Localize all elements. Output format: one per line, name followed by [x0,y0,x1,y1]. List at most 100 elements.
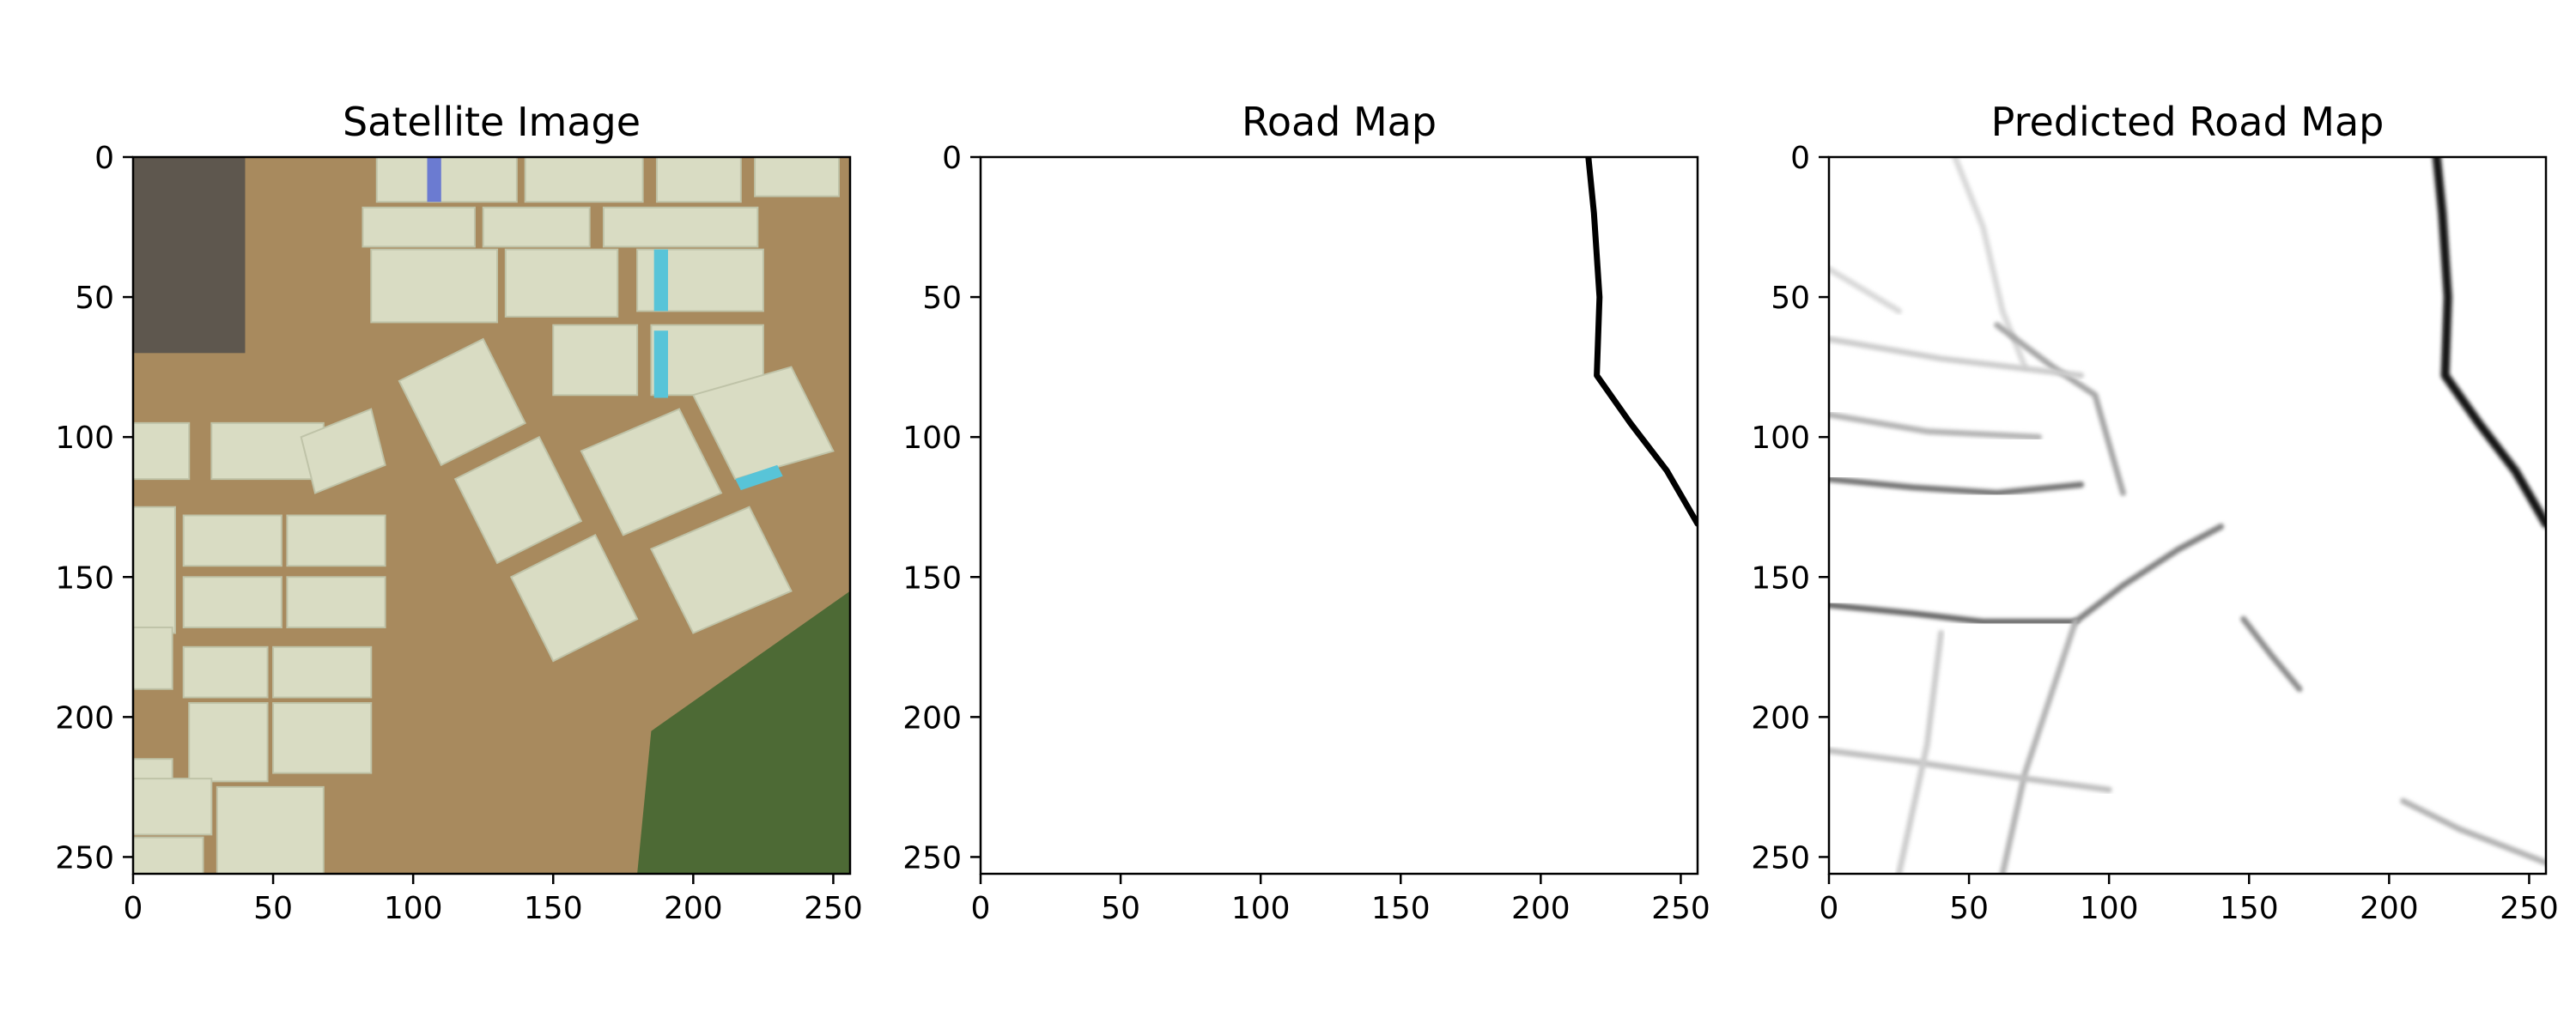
greenhouse [552,324,639,397]
greenhouse [182,514,283,567]
greenhouse [286,576,386,628]
x-tick-label: 100 [384,891,443,926]
cyan-roof [653,330,668,398]
y-tick-label: 200 [1751,700,1810,736]
blue-roof [427,157,441,203]
mask-background [1829,157,2546,874]
x-tick-label: 150 [524,891,583,926]
x-tick-label: 200 [2360,891,2419,926]
greenhouse [182,645,269,699]
vegetation-area [637,591,850,874]
y-tick-label: 0 [942,141,962,176]
greenhouse [133,506,176,634]
greenhouse [216,785,325,874]
panel-1: Satellite Image 0 50 100 150 200 250 0 50 100 150 2… [55,99,863,926]
greenhouse [398,337,526,467]
x-tick-label: 50 [1101,891,1140,926]
greenhouse [655,157,742,203]
road-line [2400,797,2546,866]
road-line [1829,476,2085,496]
x-tick-label: 100 [1231,891,1291,926]
panel-title: Predicted Road Map [1991,99,2385,145]
x-tick-label: 0 [1820,891,1839,926]
y-tick-label: 250 [55,840,114,876]
greenhouse [272,645,373,699]
road-line [1829,748,2112,793]
x-tick-label: 250 [2500,891,2559,926]
road-line [1585,157,1698,527]
y-tick-label: 200 [902,700,962,736]
greenhouse [133,836,204,874]
road-line [1829,266,1902,314]
x-tick-label: 250 [804,891,863,926]
y-tick-label: 100 [55,421,114,456]
greenhouse [361,206,476,248]
x-tick-label: 200 [1511,891,1571,926]
road-line [2432,157,2546,529]
y-tick-label: 0 [1790,141,1810,176]
road-line [2072,524,2225,625]
y-tick-label: 250 [1751,840,1810,876]
road-line [1896,630,1944,874]
greenhouse [453,435,583,565]
cyan-roof [735,464,783,491]
panel-title: Road Map [1242,99,1437,145]
y-tick-label: 150 [902,560,962,596]
greenhouse [602,206,759,248]
greenhouse [650,506,793,634]
x-tick-label: 100 [2080,891,2139,926]
y-tick-label: 50 [75,281,114,316]
greenhouse [182,576,283,628]
greenhouse [754,157,840,197]
y-tick-label: 250 [902,840,962,876]
cyan-roof [653,249,668,312]
greenhouse [691,366,835,481]
road-line [1829,411,2043,440]
greenhouse [272,702,373,774]
road-line [1829,602,2079,625]
y-tick-label: 200 [55,700,114,736]
greenhouse [133,421,191,481]
image-area [1829,157,2546,874]
road-line [1994,322,2126,496]
y-tick-label: 150 [55,560,114,596]
axes-frame [131,155,852,876]
greenhouse [188,702,269,783]
mask-background [981,157,1698,874]
greenhouse [300,408,386,494]
image-area [133,157,850,874]
x-tick-label: 150 [2220,891,2279,926]
greenhouse [504,248,619,318]
x-tick-label: 150 [1371,891,1431,926]
x-tick-label: 200 [664,891,723,926]
road-line [1829,336,2085,379]
y-tick-label: 0 [94,141,114,176]
panel-2: Road Map 0 50 100 150 200 250 0 50 100 150 200 250 [902,99,1710,926]
x-tick-label: 50 [253,891,293,926]
y-tick-label: 50 [1771,281,1810,316]
x-tick-label: 0 [971,891,991,926]
image-area [981,157,1698,874]
y-tick-label: 150 [1751,560,1810,596]
greenhouse [370,248,499,324]
panel-title: Satellite Image [343,99,641,145]
x-tick-label: 0 [124,891,143,926]
y-tick-label: 100 [1751,421,1810,456]
dark-roof-area [133,157,246,354]
axes-frame [1827,155,2548,876]
panel-3: Predicted Road Map 0 50 100 150 200 250 0 50 100 1… [1751,99,2559,926]
greenhouse [133,778,213,836]
y-tick-label: 100 [902,421,962,456]
y-tick-label: 50 [922,281,962,316]
road-line [2240,615,2303,693]
x-tick-label: 250 [1651,891,1710,926]
greenhouse [509,533,639,663]
road-line [1999,618,2079,874]
greenhouse [133,626,173,690]
greenhouse [580,408,723,536]
greenhouse [286,514,386,567]
axes-frame [979,155,1699,876]
greenhouse [375,157,518,203]
greenhouse [524,157,644,203]
